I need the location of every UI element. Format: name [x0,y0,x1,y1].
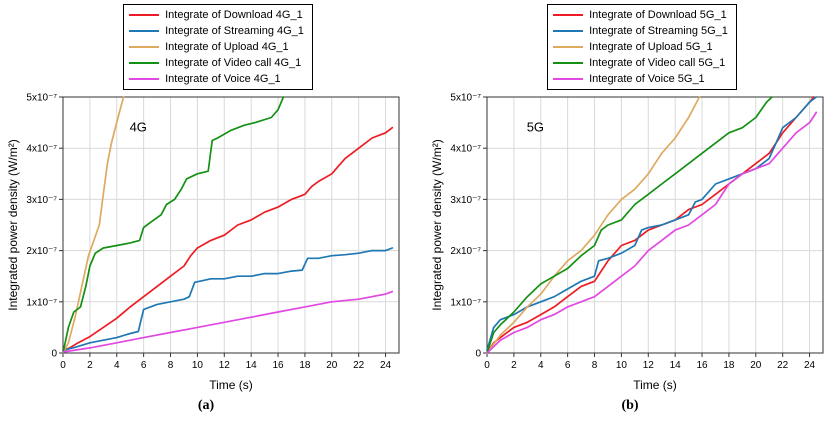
y-tick-label: 4x10⁻⁷ [26,144,57,155]
y-axis-title: Integrated power density (W/m²) [7,139,20,310]
legend-item-label: Integrate of Voice 4G_1 [165,73,281,85]
series-line [62,126,394,352]
legend-item: Integrate of Video call 5G_1 [553,55,728,71]
plot-frame [486,96,824,354]
legend-item: Integrate of Voice 4G_1 [129,71,304,87]
legend-line-swatch [129,62,160,64]
legend-4g: Integrate of Download 4G_1 Integrate of S… [123,4,313,90]
legend-item-label: Integrate of Download 5G_1 [589,9,727,21]
series-line [62,96,285,354]
legend-item: Integrate of Video call 4G_1 [129,55,304,71]
x-tick-label: 20 [750,360,762,371]
network-annotation: 4G [130,119,147,134]
series-line [486,96,701,354]
legend-5g: Integrate of Download 5G_1 Integrate of S… [547,4,737,90]
legend-line-swatch [129,14,160,16]
x-tick-label: 18 [723,360,735,371]
x-tick-label: 2 [511,360,517,371]
legend-line-swatch [553,62,584,64]
figure: Integrate of Download 4G_1 Integrate of S… [7,4,829,414]
y-axis-title: Integrated power density (W/m²) [431,139,444,310]
x-tick-label: 0 [484,360,490,371]
x-tick-label: 4 [114,360,120,371]
legend-item-label: Integrate of Video call 4G_1 [165,57,302,69]
series-line [486,96,773,354]
x-tick-label: 24 [804,360,816,371]
y-tick-label: 2x10⁻⁷ [450,246,481,257]
y-tick-label: 3x10⁻⁷ [450,195,481,206]
y-tick-label: 4x10⁻⁷ [450,144,481,155]
y-tick-label: 5x10⁻⁷ [450,93,481,104]
chart-4g-plot: 0 2 4 6 8 10 12 14 16 18 20 22 2401x10⁻⁷2x10⁻⁷3x10⁻⁷… [7,93,400,392]
legend-item: Integrate of Upload 4G_1 [129,39,304,55]
x-tick-label: 0 [60,360,66,371]
x-tick-label: 18 [299,360,311,371]
series-line [486,111,818,354]
legend-item-label: Integrate of Video call 5G_1 [589,57,726,69]
series-line [486,96,818,352]
legend-item-label: Integrate of Upload 4G_1 [165,41,289,53]
legend-item: Integrate of Streaming 5G_1 [553,23,728,39]
x-tick-label: 22 [353,360,365,371]
y-tick-label: 1x10⁻⁷ [450,297,481,308]
y-tick-label: 5x10⁻⁷ [26,93,57,104]
x-tick-label: 14 [246,360,258,371]
x-tick-label: 6 [565,360,571,371]
x-tick-label: 12 [219,360,231,371]
legend-line-swatch [553,78,584,80]
legend-line-swatch [553,14,584,16]
y-tick-label: 2x10⁻⁷ [26,246,57,257]
x-tick-label: 8 [168,360,174,371]
legend-item-label: Integrate of Voice 5G_1 [589,73,705,85]
x-tick-label: 16 [272,360,284,371]
x-tick-label: 22 [777,360,789,371]
y-tick-label: 3x10⁻⁷ [26,195,57,206]
x-tick-label: 10 [616,360,628,371]
legend-item: Integrate of Streaming 4G_1 [129,23,304,39]
series-line [486,96,815,354]
y-tick-label: 0 [475,349,481,360]
legend-item-label: Integrate of Upload 5G_1 [589,41,713,53]
legend-item: Integrate of Upload 5G_1 [553,39,728,55]
legend-line-swatch [129,78,160,80]
legend-line-swatch [129,46,160,48]
x-tick-label: 20 [326,360,338,371]
chart-block-4g: Integrate of Download 4G_1 Integrate of S… [7,4,405,414]
legend-line-swatch [553,46,584,48]
y-tick-label: 0 [51,349,57,360]
legend-item: Integrate of Voice 5G_1 [553,71,728,87]
series-line [62,290,394,353]
legend-line-swatch [129,30,160,32]
x-axis-title: Time (s) [633,378,677,392]
x-tick-label: 10 [192,360,204,371]
x-tick-label: 24 [380,360,392,371]
x-tick-label: 12 [643,360,655,371]
legend-item: Integrate of Download 5G_1 [553,7,728,23]
legend-item-label: Integrate of Download 4G_1 [165,9,303,21]
x-tick-label: 6 [141,360,147,371]
x-tick-label: 14 [670,360,682,371]
caption-b: (b) [621,398,639,413]
legend-line-swatch [553,30,584,32]
x-tick-label: 4 [538,360,544,371]
x-tick-label: 16 [696,360,708,371]
chart-block-5g: Integrate of Download 5G_1 Integrate of S… [431,4,829,414]
series-line [62,247,394,352]
legend-item-label: Integrate of Streaming 5G_1 [589,25,728,37]
legend-item: Integrate of Download 4G_1 [129,7,304,23]
caption-a: (a) [197,398,215,413]
x-tick-label: 2 [87,360,93,371]
series-line [62,96,125,354]
legend-item-label: Integrate of Streaming 4G_1 [165,25,304,37]
y-tick-label: 1x10⁻⁷ [26,297,57,308]
x-axis-title: Time (s) [209,378,253,392]
chart-5g-plot: 0 2 4 6 8 10 12 14 16 18 20 22 2401x10⁻⁷2x10⁻⁷3x10⁻⁷… [431,93,824,392]
plot-frame [62,96,400,354]
x-tick-label: 8 [592,360,598,371]
network-annotation: 5G [527,119,544,134]
